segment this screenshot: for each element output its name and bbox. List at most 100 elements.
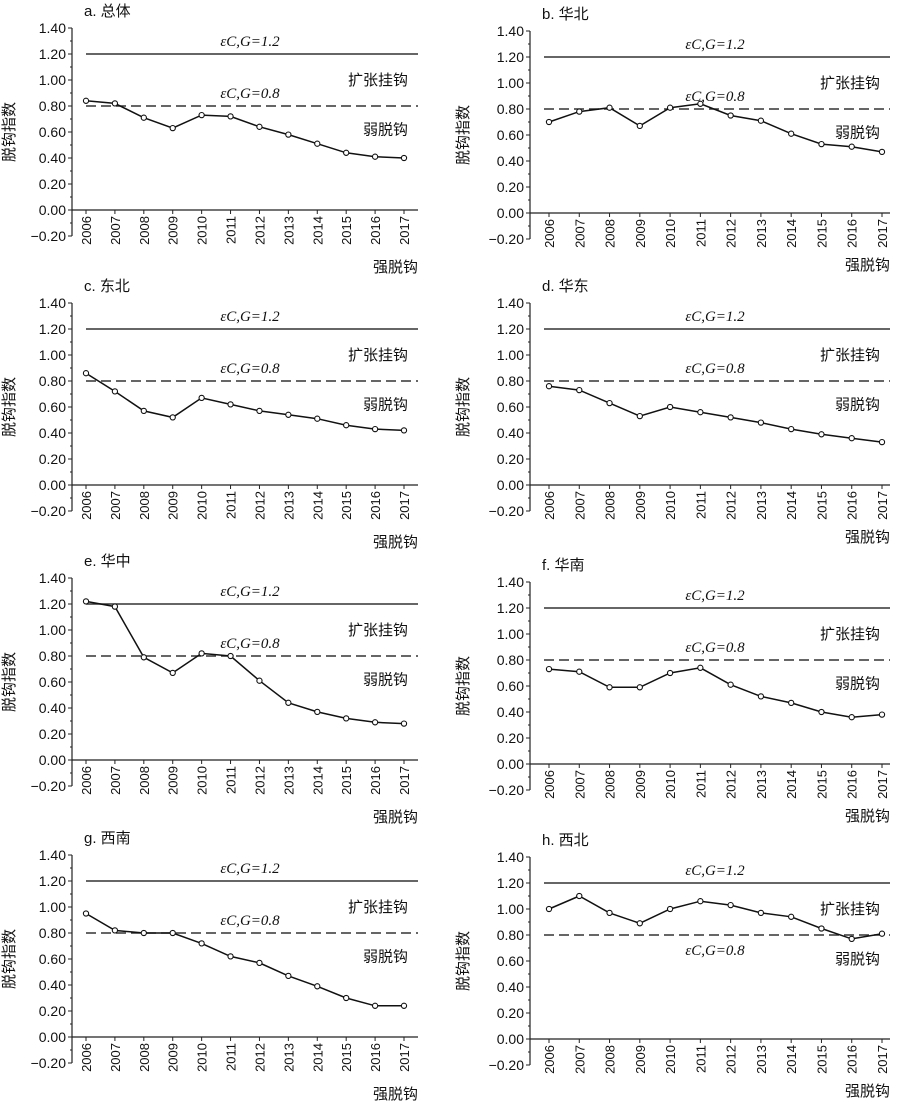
y-tick-label: 0.00 (497, 756, 524, 772)
reference-line-label: εC,G=0.8 (685, 361, 745, 377)
data-point (198, 650, 205, 657)
data-point (227, 953, 234, 960)
y-tick-label: 0.20 (39, 1003, 66, 1019)
x-tick-label: 2011 (224, 766, 239, 794)
data-point (878, 148, 886, 156)
data-point (371, 425, 379, 433)
y-tick-label: 0.20 (497, 451, 524, 467)
x-tick-label: 2010 (195, 491, 210, 520)
x-tick-label: 2013 (754, 1045, 769, 1074)
panel-title: e. 华中 (84, 553, 131, 570)
y-axis-label: 脱钩指数 (455, 105, 472, 165)
y-tick-label: 0.20 (497, 179, 524, 195)
data-point (697, 100, 704, 107)
data-point (606, 909, 613, 917)
x-tick-label: 2009 (166, 766, 181, 795)
y-tick-label: 1.20 (39, 321, 66, 337)
y-tick-label: 0.40 (497, 153, 524, 169)
reference-line-label: εC,G=1.2 (685, 309, 745, 325)
y-tick-label: 0.60 (497, 399, 524, 415)
x-tick-label: 2008 (137, 1043, 152, 1072)
x-tick-label: 2007 (108, 491, 123, 520)
x-zone-label: 强脱钩 (373, 534, 418, 549)
x-tick-label: 2012 (252, 216, 267, 245)
data-point (314, 415, 321, 422)
x-tick-label: 2009 (633, 219, 648, 248)
y-tick-label: 0.00 (39, 202, 66, 218)
zone-label-weak: 弱脱钩 (363, 948, 408, 965)
reference-line-label: εC,G=1.2 (685, 863, 745, 879)
y-tick-label: 1.40 (497, 574, 524, 590)
reference-line-label: εC,G=0.8 (685, 943, 745, 959)
x-zone-label: 强脱钩 (373, 1086, 418, 1101)
x-tick-label: 2011 (693, 219, 708, 247)
y-tick-label: 0.40 (497, 425, 524, 441)
y-tick-label: 0.20 (497, 1005, 524, 1021)
y-tick-label: −0.20 (31, 1055, 67, 1071)
y-tick-label: 1.20 (497, 49, 524, 65)
data-point (727, 414, 734, 421)
y-tick-label: 0.60 (39, 399, 66, 415)
y-tick-label: 0.80 (39, 925, 66, 941)
zone-label-expansive: 扩张挂钩 (820, 75, 880, 92)
x-tick-label: 2015 (814, 770, 829, 799)
y-tick-label: −0.20 (489, 782, 525, 798)
data-point (818, 140, 825, 148)
x-tick-label: 2017 (875, 770, 890, 799)
data-point (82, 910, 90, 917)
data-point (757, 909, 765, 917)
x-tick-label: 2007 (572, 491, 587, 520)
panel-title: g. 西南 (84, 830, 131, 847)
zone-label-expansive: 扩张挂钩 (820, 347, 880, 364)
y-tick-label: 0.00 (39, 1029, 66, 1045)
reference-line-label: εC,G=0.8 (220, 636, 280, 652)
y-tick-label: 1.40 (39, 570, 66, 586)
y-tick-label: 1.40 (39, 847, 66, 863)
y-tick-label: 0.80 (497, 652, 524, 668)
data-point (878, 711, 886, 718)
x-tick-label: 2016 (845, 770, 860, 799)
y-tick-label: 0.80 (39, 98, 66, 114)
y-axis-label: 脱钩指数 (455, 656, 472, 716)
zone-label-weak: 弱脱钩 (835, 951, 880, 968)
data-point (111, 388, 119, 395)
x-tick-label: 2008 (603, 491, 618, 520)
chart-panel: e. 华中 脱钩指数 −0.20 0.00 0.20 0.40 0.60 0.80 1.00 1.… (0, 550, 450, 826)
data-point (788, 130, 795, 137)
data-point (256, 407, 263, 415)
data-point (606, 104, 613, 111)
data-point (666, 669, 674, 677)
x-tick-label: 2010 (195, 1043, 210, 1072)
x-zone-label: 强脱钩 (845, 808, 890, 825)
data-point (666, 104, 674, 111)
y-tick-label: 1.00 (39, 72, 66, 88)
x-tick-label: 2007 (108, 1043, 123, 1072)
data-point (788, 913, 795, 920)
zone-label-expansive: 扩张挂钩 (348, 347, 408, 364)
x-tick-label: 2017 (397, 491, 412, 520)
data-point (606, 684, 613, 691)
data-point (666, 905, 674, 913)
data-point (371, 1002, 379, 1009)
data-point (545, 905, 553, 913)
panel-title: d. 华东 (542, 278, 589, 295)
data-point (285, 972, 292, 980)
y-tick-label: 0.40 (39, 977, 66, 993)
data-point (314, 983, 321, 990)
y-tick-label: 0.80 (497, 373, 524, 389)
y-tick-label: 1.20 (497, 875, 524, 891)
x-tick-label: 2007 (572, 770, 587, 799)
x-tick-label: 2011 (224, 491, 239, 519)
series-line (85, 372, 405, 432)
x-tick-label: 2013 (754, 770, 769, 799)
y-tick-label: −0.20 (31, 228, 67, 244)
y-tick-label: 1.20 (39, 596, 66, 612)
x-tick-label: 2014 (310, 766, 325, 795)
x-tick-label: 2015 (339, 766, 354, 795)
x-tick-label: 2006 (79, 216, 94, 245)
zone-label-expansive: 扩张挂钩 (820, 901, 880, 918)
y-tick-label: 0.40 (39, 700, 66, 716)
